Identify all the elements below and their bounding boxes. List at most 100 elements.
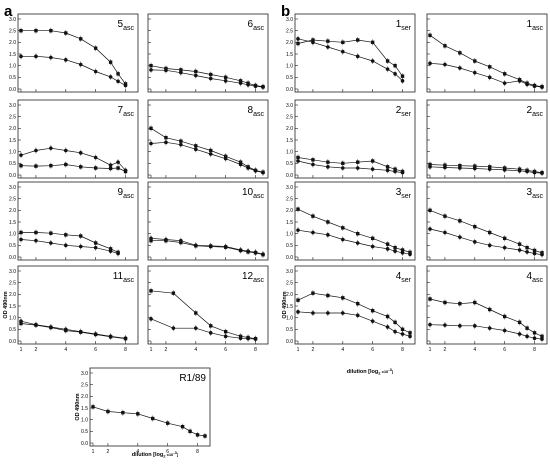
panel-label-sub: asc xyxy=(532,25,543,32)
data-point xyxy=(180,424,185,429)
data-point xyxy=(525,334,529,339)
y-tick-label: 0.0 xyxy=(286,173,293,179)
panel-label-main: 6 xyxy=(248,19,254,30)
data-point xyxy=(532,248,537,253)
data-point xyxy=(326,160,330,164)
data-point xyxy=(400,251,405,255)
data-point xyxy=(179,142,183,147)
plot-frame xyxy=(147,265,269,345)
y-tick-label: 2.0 xyxy=(9,208,16,214)
y-tick-label: 0.0 xyxy=(286,339,293,345)
data-point xyxy=(341,40,345,45)
y-tick-label: 2.0 xyxy=(286,126,293,132)
data-point xyxy=(311,214,315,218)
x-axis-title-part: ] xyxy=(177,452,179,457)
x-axis-title: dilution [log2 x10-3] xyxy=(132,450,179,459)
data-point xyxy=(540,171,544,175)
data-point xyxy=(517,169,522,173)
panel-label-sub: asc xyxy=(123,277,134,284)
panel-label: 2ser xyxy=(396,105,412,118)
data-point xyxy=(428,297,432,301)
series-line xyxy=(20,323,126,340)
series-line xyxy=(429,324,543,340)
x-tick-label: 1 xyxy=(92,449,95,455)
x-tick-label: 6 xyxy=(94,347,97,353)
plot-frame xyxy=(147,181,269,261)
series-line xyxy=(150,141,264,174)
data-point xyxy=(78,244,83,249)
plot-frame xyxy=(147,13,269,93)
data-point xyxy=(149,126,153,131)
plot-frame xyxy=(89,367,211,447)
data-point xyxy=(64,243,68,248)
x-tick-label: 1 xyxy=(150,347,153,353)
data-point xyxy=(532,336,537,341)
data-point xyxy=(532,84,537,88)
data-point xyxy=(194,311,198,315)
y-tick-label: 1.5 xyxy=(9,220,16,226)
data-point xyxy=(194,69,198,74)
data-point xyxy=(443,323,447,327)
data-point xyxy=(385,67,390,71)
data-point xyxy=(188,429,192,434)
y-axis-title: OD 490nm xyxy=(282,291,288,318)
panel-label-main: 3 xyxy=(396,187,402,198)
plot-frame xyxy=(17,99,139,179)
data-point xyxy=(64,31,68,35)
panel-label-main: 11 xyxy=(113,271,124,282)
data-point xyxy=(341,161,345,166)
panel-label: 9asc xyxy=(118,187,135,200)
data-point xyxy=(151,416,155,421)
data-point xyxy=(253,251,258,255)
data-point xyxy=(540,85,544,89)
data-point xyxy=(356,38,360,42)
data-point xyxy=(356,160,360,164)
series-line xyxy=(150,65,264,88)
data-point xyxy=(488,65,492,69)
panel-label-main: 8 xyxy=(248,105,254,116)
panel-label: 7asc xyxy=(118,105,135,118)
data-point xyxy=(64,148,68,153)
data-point xyxy=(64,328,68,333)
x-tick-label: 4 xyxy=(194,347,197,353)
y-tick-label: 0.0 xyxy=(286,87,293,93)
panel-label-sub: asc xyxy=(123,25,134,32)
data-point xyxy=(121,410,125,415)
panel-label-main: 3 xyxy=(527,187,533,198)
series-line xyxy=(429,164,543,174)
data-point xyxy=(49,241,53,245)
x-tick-label: 6 xyxy=(371,347,374,353)
data-point xyxy=(385,247,390,251)
data-point xyxy=(19,163,23,168)
data-point xyxy=(428,165,432,169)
data-point xyxy=(49,325,53,330)
panel-label-sub: asc xyxy=(253,193,264,200)
data-point xyxy=(488,230,492,235)
y-tick-label: 2.0 xyxy=(81,394,88,400)
panel-label-sub: asc xyxy=(253,25,264,32)
data-point xyxy=(123,169,128,174)
data-point xyxy=(49,163,53,168)
x-tick-label: 1 xyxy=(20,347,23,353)
data-point xyxy=(400,79,405,83)
data-point xyxy=(400,332,405,336)
data-point xyxy=(34,148,38,153)
data-point xyxy=(458,235,462,239)
data-point xyxy=(116,251,120,256)
data-point xyxy=(458,66,462,70)
data-point xyxy=(385,314,390,319)
data-point xyxy=(261,85,265,89)
data-point xyxy=(64,233,68,237)
y-tick-label: 0.5 xyxy=(9,161,16,167)
data-point xyxy=(116,79,120,84)
y-tick-label: 1.0 xyxy=(9,231,16,237)
data-point xyxy=(502,245,507,250)
panel-label: 5asc xyxy=(118,19,135,32)
data-point xyxy=(473,324,477,328)
data-point xyxy=(326,45,330,49)
series-line xyxy=(151,240,264,256)
y-tick-label: 0.0 xyxy=(9,87,16,93)
data-point xyxy=(194,144,198,148)
y-tick-label: 1.5 xyxy=(286,220,293,226)
data-point xyxy=(408,252,412,256)
